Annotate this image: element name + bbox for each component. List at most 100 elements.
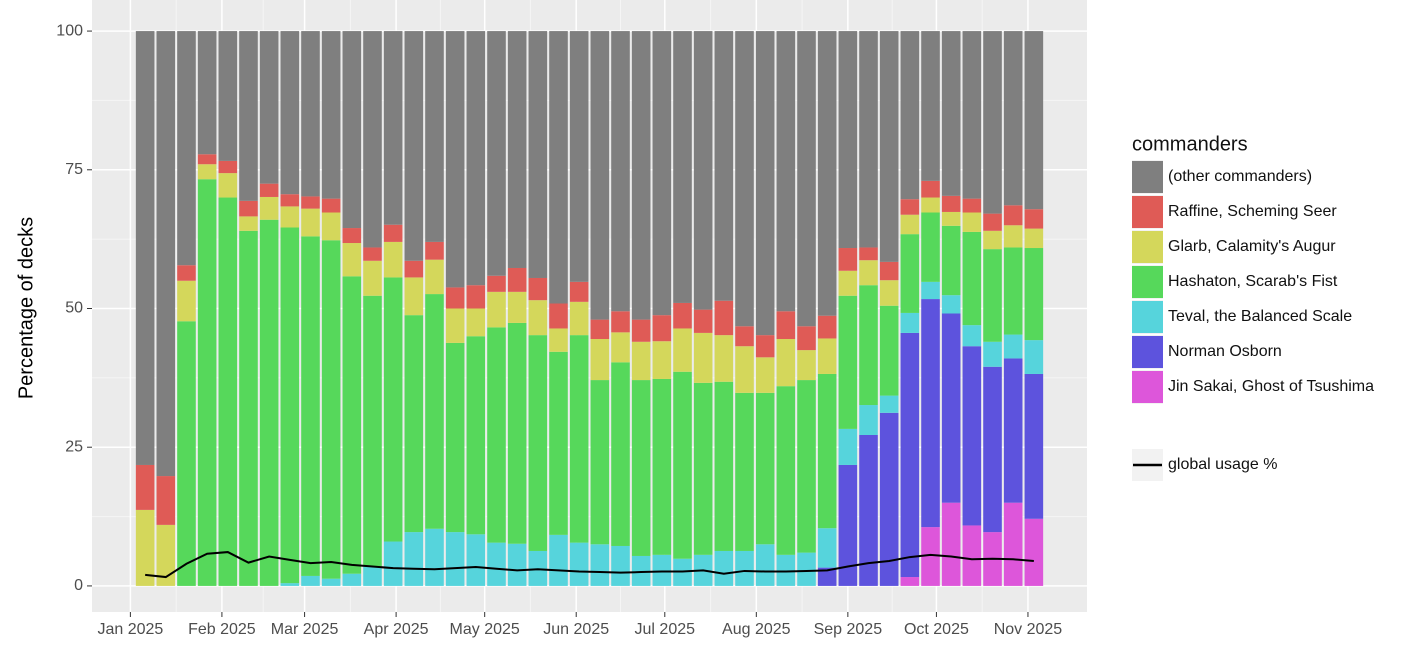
bar-segment (1003, 225, 1023, 248)
bar-segment (631, 31, 651, 320)
bar-segment (280, 31, 300, 195)
bar-segment (569, 301, 589, 336)
x-tick-label: Apr 2025 (364, 621, 429, 638)
bar-segment (879, 305, 899, 396)
bar-segment (611, 311, 630, 333)
bar-segment (177, 31, 196, 266)
bar-segment (135, 509, 155, 586)
bar-segment (425, 31, 444, 242)
bar-segment (673, 328, 692, 372)
bar-segment (280, 194, 300, 207)
x-tick-label: Nov 2025 (994, 621, 1063, 638)
bar-segment (1024, 248, 1044, 341)
x-tick-label: May 2025 (450, 621, 520, 638)
usage-line (145, 551, 1034, 579)
bar-segment (445, 287, 465, 309)
bar-segment (817, 373, 837, 529)
bar-segment (197, 179, 217, 586)
bar-segment (735, 346, 754, 393)
bar-segment (941, 502, 961, 586)
bar-segment (983, 366, 1002, 533)
bar-segment (631, 555, 651, 586)
bar-segment (321, 212, 341, 241)
bar-segment (445, 342, 465, 533)
bar-segment (466, 285, 486, 309)
bar-segment (631, 319, 651, 342)
bar-segment (507, 322, 527, 544)
bar-segment (693, 31, 713, 310)
bar-segment (549, 31, 568, 304)
bar-segment (900, 577, 920, 586)
legend: commanders (other commanders) Raffine, Sc… (1132, 133, 1374, 481)
bar-segment (342, 573, 362, 586)
bar-segment (962, 325, 982, 347)
bar-segment (921, 281, 940, 300)
bar-segment (383, 224, 403, 242)
bar-segment (983, 341, 1002, 367)
bar-segment (218, 173, 238, 198)
bar-segment (673, 302, 692, 329)
bar-segment (921, 212, 940, 282)
legend-swatch (1132, 231, 1163, 263)
bar-segment (879, 261, 899, 281)
bar-segment (507, 267, 527, 292)
legend-swatch (1132, 301, 1163, 333)
bar-segment (941, 31, 961, 196)
bar-segment (983, 249, 1002, 342)
bar-segment (879, 412, 899, 586)
bar-segment (425, 294, 444, 529)
bar-segment (652, 315, 672, 342)
legend-swatch (1132, 266, 1163, 298)
bar-segment (280, 227, 300, 584)
bar-segment (652, 554, 672, 586)
bar-segment (177, 265, 196, 281)
legend-title: commanders (1132, 133, 1248, 155)
bar-segment (900, 332, 920, 578)
bar-segment (321, 198, 341, 213)
bar-segment (941, 195, 961, 212)
bar-segment (921, 31, 940, 181)
bar-segment (156, 476, 176, 525)
bar-segment (301, 575, 320, 586)
bar-segment (383, 277, 403, 542)
bar-segment (1024, 518, 1044, 586)
bar-segment (859, 247, 878, 261)
bar-segment (652, 378, 672, 555)
bar-segment (611, 362, 630, 546)
bar-segment (383, 241, 403, 278)
bar-segment (342, 228, 362, 244)
bar-segment (735, 392, 754, 551)
bar-segment (280, 583, 300, 586)
bar-segment (590, 31, 610, 320)
bar-segment (941, 225, 961, 296)
bar-segment (177, 280, 196, 322)
x-tick-label: Aug 2025 (722, 621, 791, 638)
bar-segment (466, 31, 486, 286)
bar-segment (611, 332, 630, 363)
bar-segment (859, 285, 878, 406)
bar-segment (425, 241, 444, 260)
bar-segment (135, 31, 155, 465)
plot-panel (92, 0, 1087, 612)
legend-label: (other commanders) (1168, 168, 1312, 185)
bar-segment (755, 335, 775, 358)
y-tick-label: 100 (56, 22, 83, 39)
bar-segment (652, 341, 672, 379)
legend-label: Raffine, Scheming Seer (1168, 203, 1337, 220)
bar-segment (900, 234, 920, 313)
bar-segment (900, 31, 920, 200)
bar-segment (425, 259, 444, 295)
bar-segment (569, 335, 589, 543)
bar-segment (693, 309, 713, 333)
legend-swatch (1132, 161, 1163, 193)
bar-segment (983, 230, 1002, 250)
bar-segment (859, 260, 878, 286)
bar-segment (838, 428, 858, 465)
bar-segment (714, 550, 734, 586)
bar-segment (838, 270, 858, 296)
bar-segment (239, 216, 258, 231)
bar-segment (611, 31, 630, 312)
bar-segment (466, 308, 486, 337)
bar-segment (590, 319, 610, 340)
